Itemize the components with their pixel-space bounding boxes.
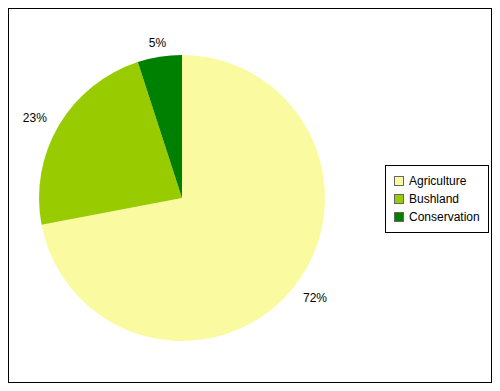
svg-text:5%: 5% <box>149 36 167 50</box>
html-text:Conservation: Conservation <box>409 210 480 224</box>
html-text:Bushland: Bushland <box>409 192 459 206</box>
html-text:Agriculture: Agriculture <box>409 174 467 188</box>
svg-text:72%: 72% <box>303 291 327 305</box>
svg-text:23%: 23% <box>23 111 47 125</box>
